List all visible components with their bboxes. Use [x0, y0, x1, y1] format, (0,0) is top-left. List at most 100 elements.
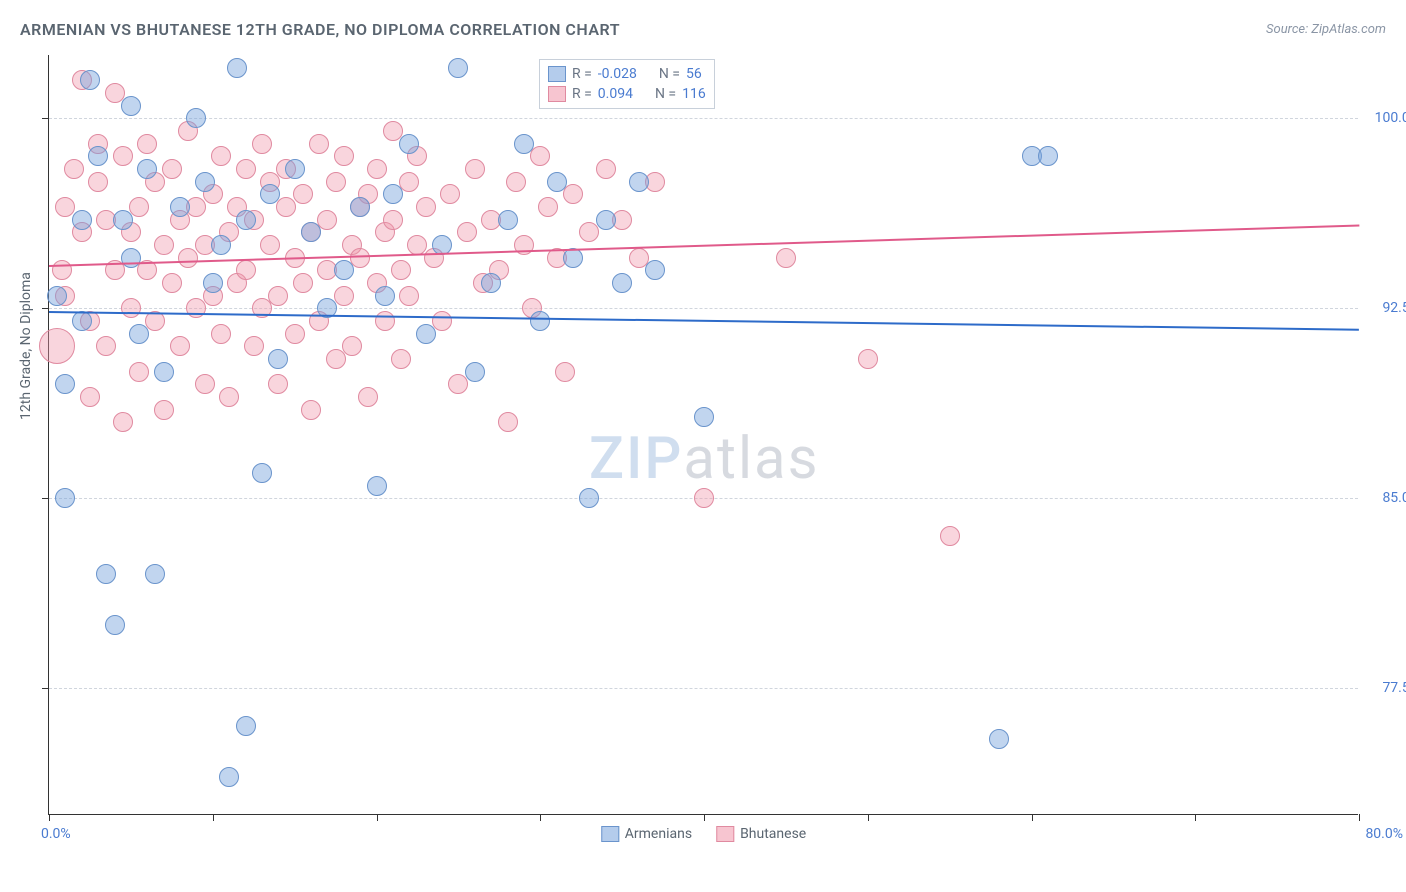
scatter-point-armenian [629, 172, 649, 192]
r-label: R = [572, 64, 592, 84]
scatter-point-bhutanese [375, 311, 395, 331]
n-value-bhutanese: 116 [682, 84, 706, 104]
stats-row-armenian: R = -0.028 N = 56 [548, 64, 706, 84]
scatter-point-armenian [72, 311, 92, 331]
scatter-point-armenian [236, 210, 256, 230]
scatter-point-armenian [219, 767, 239, 787]
scatter-point-armenian [448, 58, 468, 78]
scatter-point-armenian [612, 273, 632, 293]
watermark: ZIPatlas [589, 425, 820, 493]
y-tick [42, 118, 49, 119]
scatter-point-bhutanese [154, 400, 174, 420]
scatter-point-bhutanese [64, 159, 84, 179]
scatter-point-armenian [236, 716, 256, 736]
x-tick [868, 814, 869, 821]
x-axis-max-label: 80.0% [1365, 826, 1403, 842]
legend-label-armenians: Armenians [625, 826, 692, 842]
scatter-point-bhutanese [252, 134, 272, 154]
x-tick [704, 814, 705, 821]
scatter-point-armenian [72, 210, 92, 230]
scatter-point-armenian [227, 58, 247, 78]
scatter-point-armenian [137, 159, 157, 179]
r-label: R = [572, 84, 592, 104]
source-attribution: Source: ZipAtlas.com [1266, 22, 1386, 37]
r-value-armenian: -0.028 [598, 64, 637, 84]
scatter-point-armenian [547, 172, 567, 192]
scatter-point-armenian [252, 463, 272, 483]
scatter-point-armenian [350, 197, 370, 217]
n-value-armenian: 56 [686, 64, 702, 84]
scatter-point-armenian [383, 184, 403, 204]
scatter-point-armenian [186, 108, 206, 128]
scatter-point-armenian [80, 70, 100, 90]
scatter-point-armenian [645, 260, 665, 280]
y-tick [42, 498, 49, 499]
x-tick [213, 814, 214, 821]
scatter-point-bhutanese [334, 146, 354, 166]
scatter-point-armenian [579, 488, 599, 508]
y-tick-label: 77.5% [1365, 680, 1406, 696]
scatter-point-armenian [55, 488, 75, 508]
trend-line-bhutanese [49, 225, 1359, 268]
scatter-point-bhutanese [88, 172, 108, 192]
scatter-point-bhutanese [236, 159, 256, 179]
scatter-point-bhutanese [80, 387, 100, 407]
legend-item-armenians: Armenians [601, 826, 692, 842]
scatter-point-armenian [113, 210, 133, 230]
scatter-point-bhutanese [268, 374, 288, 394]
y-tick-label: 100.0% [1365, 110, 1406, 126]
scatter-point-bhutanese [293, 273, 313, 293]
scatter-point-bhutanese [342, 336, 362, 356]
scatter-point-bhutanese [309, 134, 329, 154]
scatter-point-bhutanese [170, 336, 190, 356]
scatter-point-bhutanese [317, 210, 337, 230]
scatter-point-bhutanese [326, 349, 346, 369]
scatter-point-armenian [514, 134, 534, 154]
plot-area: ZIPatlas R = -0.028 N = 56 R = 0.094 N =… [48, 55, 1358, 815]
scatter-point-bhutanese [113, 146, 133, 166]
scatter-point-bhutanese [538, 197, 558, 217]
scatter-point-bhutanese [52, 260, 72, 280]
scatter-point-bhutanese [195, 374, 215, 394]
scatter-point-bhutanese [244, 336, 264, 356]
scatter-point-armenian [301, 222, 321, 242]
scatter-point-armenian [481, 273, 501, 293]
scatter-point-bhutanese [448, 374, 468, 394]
scatter-point-bhutanese [391, 260, 411, 280]
scatter-point-bhutanese [276, 197, 296, 217]
scatter-point-armenian [88, 146, 108, 166]
scatter-point-bhutanese [776, 248, 796, 268]
scatter-point-armenian [465, 362, 485, 382]
scatter-point-armenian [416, 324, 436, 344]
scatter-point-bhutanese [186, 298, 206, 318]
trend-line-armenian [49, 311, 1359, 331]
scatter-point-bhutanese [432, 311, 452, 331]
scatter-point-armenian [399, 134, 419, 154]
n-label: N = [659, 64, 680, 84]
scatter-point-armenian [334, 260, 354, 280]
scatter-point-bhutanese [154, 235, 174, 255]
scatter-point-armenian [145, 564, 165, 584]
scatter-point-bhutanese [211, 146, 231, 166]
scatter-point-armenian [170, 197, 190, 217]
scatter-point-bhutanese [399, 286, 419, 306]
scatter-point-armenian [268, 349, 288, 369]
scatter-point-bhutanese [39, 328, 75, 364]
scatter-point-bhutanese [211, 324, 231, 344]
scatter-point-bhutanese [367, 159, 387, 179]
scatter-point-bhutanese [113, 412, 133, 432]
scatter-point-bhutanese [465, 159, 485, 179]
scatter-point-bhutanese [219, 387, 239, 407]
x-tick [540, 814, 541, 821]
scatter-point-armenian [596, 210, 616, 230]
scatter-point-bhutanese [293, 184, 313, 204]
scatter-point-armenian [203, 273, 223, 293]
chart-title: ARMENIAN VS BHUTANESE 12TH GRADE, NO DIP… [20, 20, 620, 39]
scatter-point-bhutanese [694, 488, 714, 508]
y-axis-label: 12th Grade, No Diploma [18, 272, 34, 420]
scatter-point-bhutanese [579, 222, 599, 242]
scatter-point-armenian [195, 172, 215, 192]
scatter-point-armenian [121, 96, 141, 116]
scatter-point-armenian [285, 159, 305, 179]
swatch-blue-icon [601, 826, 619, 842]
